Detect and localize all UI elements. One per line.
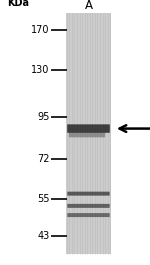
Text: 170: 170	[31, 25, 50, 35]
Text: 95: 95	[37, 112, 50, 122]
FancyBboxPatch shape	[69, 132, 105, 137]
FancyBboxPatch shape	[67, 204, 110, 208]
FancyBboxPatch shape	[67, 124, 110, 133]
Text: 43: 43	[37, 231, 50, 241]
FancyBboxPatch shape	[67, 192, 110, 196]
Text: 72: 72	[37, 154, 50, 164]
Text: A: A	[84, 0, 93, 12]
FancyBboxPatch shape	[67, 213, 110, 217]
Text: 55: 55	[37, 194, 50, 204]
Text: 130: 130	[31, 65, 50, 75]
Text: KDa: KDa	[8, 0, 30, 8]
Bar	[66, 13, 111, 254]
